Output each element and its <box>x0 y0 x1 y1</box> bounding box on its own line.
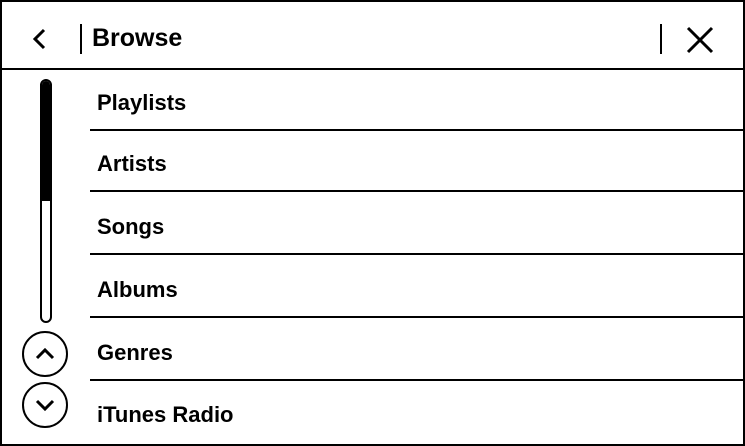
close-icon <box>686 26 714 54</box>
chevron-down-icon <box>35 399 55 412</box>
chevron-left-icon <box>32 28 46 50</box>
back-button[interactable] <box>26 22 54 56</box>
scrollbar[interactable] <box>40 79 52 323</box>
close-button[interactable] <box>684 24 716 56</box>
header: Browse <box>0 0 745 70</box>
list-item[interactable]: Albums <box>90 257 745 318</box>
list-item[interactable]: Artists <box>90 131 745 192</box>
scroll-down-button[interactable] <box>22 382 68 428</box>
list-item[interactable]: Songs <box>90 194 745 255</box>
list-item[interactable]: Genres <box>90 320 745 381</box>
divider <box>80 24 82 54</box>
chevron-up-icon <box>35 347 55 360</box>
list-item-label: Playlists <box>97 90 187 115</box>
list-item[interactable]: Playlists <box>90 70 745 131</box>
scroll-up-button[interactable] <box>22 331 68 377</box>
list-item-label: iTunes Radio <box>97 402 234 427</box>
list-item-label: Artists <box>97 151 167 176</box>
list-item-label: Albums <box>97 277 178 302</box>
scrollbar-thumb[interactable] <box>42 81 50 201</box>
list-item-label: Genres <box>97 340 173 365</box>
page-title: Browse <box>92 24 183 52</box>
divider <box>660 24 662 54</box>
list-item[interactable]: iTunes Radio <box>90 382 745 443</box>
list-item-label: Songs <box>97 214 165 239</box>
